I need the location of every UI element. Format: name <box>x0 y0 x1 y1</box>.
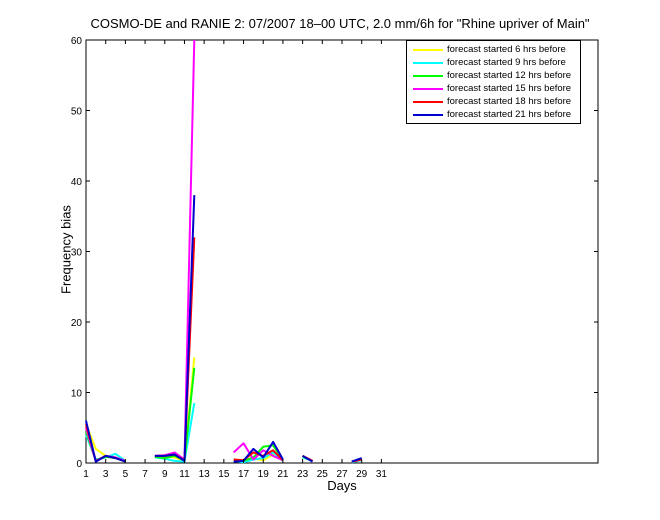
legend-label: forecast started 21 hrs before <box>447 109 572 120</box>
legend-label: forecast started 9 hrs before <box>447 57 566 68</box>
legend-swatch <box>413 101 443 103</box>
x-tick-label: 9 <box>162 469 168 480</box>
x-tick-label: 5 <box>123 469 129 480</box>
series-segment <box>85 420 126 463</box>
y-tick-label: 40 <box>71 177 83 188</box>
x-tick-label: 29 <box>356 469 368 480</box>
x-tick-label: 19 <box>258 469 270 480</box>
x-tick-label: 27 <box>336 469 348 480</box>
legend: forecast started 6 hrs before forecast s… <box>406 40 581 124</box>
legend-item: forecast started 6 hrs before <box>407 43 582 56</box>
series-segment <box>351 457 363 463</box>
y-tick-label: 50 <box>71 107 83 118</box>
x-tick-label: 21 <box>277 469 289 480</box>
legend-item: forecast started 18 hrs before <box>407 95 582 108</box>
x-axis-label: Days <box>327 478 357 493</box>
y-tick-label: 0 <box>76 459 82 470</box>
legend-label: forecast started 15 hrs before <box>447 83 572 94</box>
chart-title: COSMO-DE and RANIE 2: 07/2007 18–00 UTC,… <box>90 16 590 31</box>
legend-swatch <box>413 88 443 90</box>
y-tick-label: 60 <box>71 36 83 47</box>
series-line <box>85 195 363 463</box>
x-tick-label: 11 <box>179 469 190 480</box>
legend-item: forecast started 9 hrs before <box>407 56 582 69</box>
y-tick-label: 20 <box>71 318 83 329</box>
series-segment <box>233 440 284 463</box>
series-layer <box>85 39 363 464</box>
x-tick-label: 1 <box>83 469 89 480</box>
series-segment <box>154 367 196 462</box>
x-tick-label: 7 <box>142 469 148 480</box>
y-tick-label: 10 <box>71 389 83 400</box>
legend-swatch <box>413 114 443 116</box>
legend-item: forecast started 15 hrs before <box>407 82 582 95</box>
x-tick-label: 31 <box>376 469 388 480</box>
legend-swatch <box>413 75 443 77</box>
legend-label: forecast started 18 hrs before <box>447 96 572 107</box>
x-tick-label: 13 <box>199 469 211 480</box>
x-tick-label: 23 <box>297 469 309 480</box>
x-tick-label: 3 <box>103 469 109 480</box>
x-tick-label: 25 <box>317 469 329 480</box>
y-axis-label: Frequency bias <box>58 205 74 294</box>
series-segment <box>233 451 284 464</box>
legend-item: forecast started 21 hrs before <box>407 108 582 121</box>
x-tick-label: 15 <box>218 469 230 480</box>
x-tick-label: 17 <box>238 469 250 480</box>
legend-label: forecast started 12 hrs before <box>447 70 572 81</box>
legend-item: forecast started 12 hrs before <box>407 69 582 82</box>
series-segment <box>154 195 196 462</box>
legend-label: forecast started 6 hrs before <box>447 44 566 55</box>
legend-swatch <box>413 62 443 64</box>
y-tick-label: 30 <box>71 248 83 259</box>
series-segment <box>302 455 313 463</box>
legend-swatch <box>413 49 443 51</box>
